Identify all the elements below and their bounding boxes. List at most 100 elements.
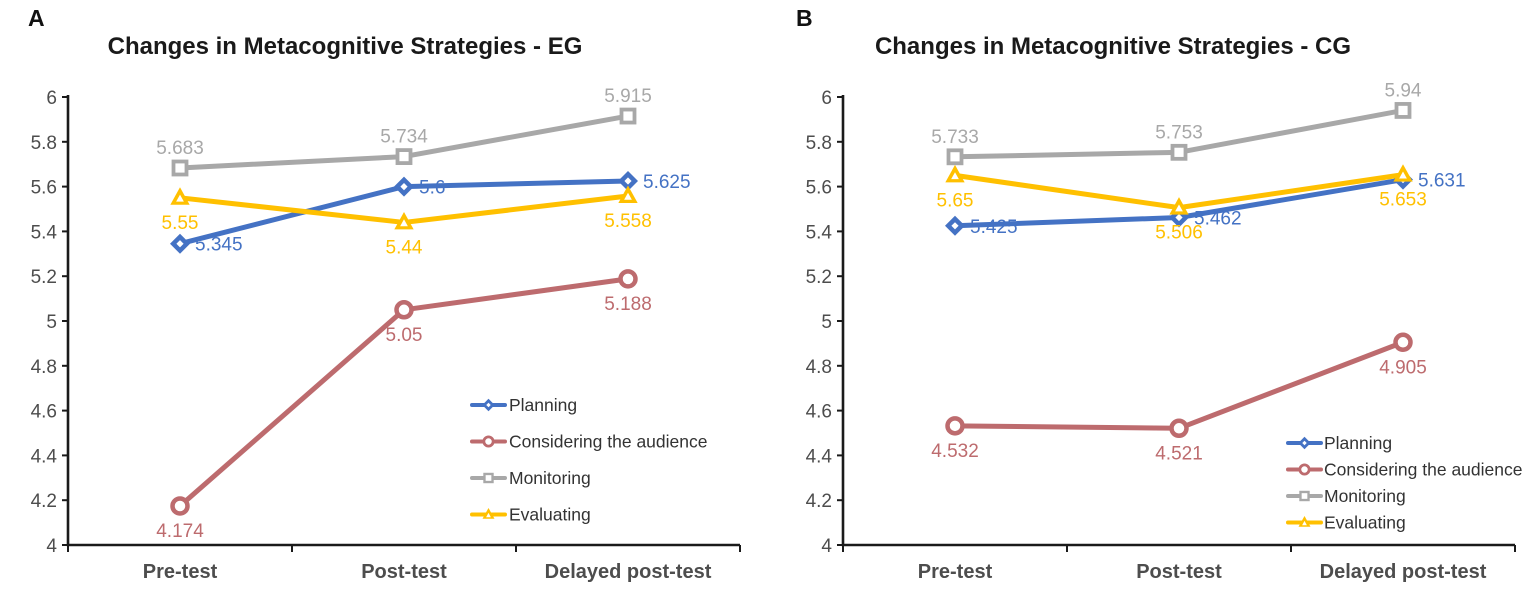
triangle-marker-center <box>1175 204 1183 212</box>
x-category-label: Post-test <box>1136 561 1222 583</box>
diamond-marker-center <box>486 402 491 408</box>
data-label: 5.345 <box>195 235 243 256</box>
circle-marker <box>170 496 190 516</box>
circle-marker <box>618 269 638 289</box>
data-label: 5.6 <box>419 178 445 199</box>
data-label: 5.188 <box>604 294 652 315</box>
square-marker <box>619 107 637 125</box>
y-tick-label: 4.4 <box>806 446 833 467</box>
square-marker <box>1170 143 1188 161</box>
data-label: 5.44 <box>386 237 423 258</box>
square-marker <box>946 148 964 166</box>
legend-label: Considering the audience <box>1324 460 1522 480</box>
chart-title-cg: Changes in Metacognitive Strategies - CG <box>874 33 1352 60</box>
data-label: 5.734 <box>380 127 428 148</box>
data-label: 5.915 <box>604 86 652 107</box>
y-tick-label: 5 <box>46 312 57 333</box>
data-labels: 5.425 5.462 5.631 4.532 4.521 4.905 5.733 5.753… <box>931 80 1465 464</box>
data-label: 5.55 <box>162 213 199 234</box>
chart-title-eg: Changes in Metacognitive Strategies - EG <box>107 33 583 60</box>
series-evaluating <box>945 164 1413 215</box>
data-label: 4.532 <box>931 441 979 462</box>
series-monitoring <box>171 107 637 177</box>
diamond-marker-center <box>1302 440 1307 446</box>
triangle-marker-center <box>1399 171 1407 179</box>
circle-marker <box>1393 332 1413 353</box>
x-category-label: Delayed post-test <box>545 561 712 583</box>
diamond-marker-center <box>400 183 408 191</box>
y-tick-label: 4.2 <box>806 491 832 512</box>
data-label: 5.653 <box>1379 190 1427 211</box>
square-marker <box>1299 490 1310 502</box>
y-tick-label: 4 <box>46 536 57 557</box>
y-tick-label: 5.2 <box>806 267 832 288</box>
diamond-marker-center <box>624 177 632 185</box>
y-tick-label: 5.2 <box>31 267 57 288</box>
legend-label: Planning <box>509 395 577 415</box>
legend: Planning Considering the audience Monitori… <box>1286 433 1522 533</box>
y-tick-label: 5 <box>821 312 832 333</box>
legend-entry-planning: Planning <box>470 395 577 415</box>
square-marker <box>395 148 413 165</box>
series-considering-the-audience <box>170 269 638 516</box>
legend-entry-monitoring: Monitoring <box>1286 486 1406 506</box>
y-tick-label: 4.6 <box>806 402 832 423</box>
data-label: 4.174 <box>156 521 204 542</box>
triangle-marker-center <box>624 192 632 200</box>
circle-marker <box>394 300 414 320</box>
triangle-marker-center <box>486 512 491 518</box>
y-tick-label: 4.8 <box>31 357 57 378</box>
circle-marker <box>1298 463 1311 476</box>
series-considering-the-audience <box>945 332 1413 439</box>
legend-entry-evaluating: Evaluating <box>470 505 591 525</box>
legend: Planning Considering the audience Monitori… <box>470 395 707 525</box>
data-label: 5.94 <box>1385 80 1422 101</box>
diamond-marker-center <box>951 222 959 230</box>
y-tick-label: 5.8 <box>31 133 57 154</box>
x-category-label: Delayed post-test <box>1320 561 1487 583</box>
data-label: 5.625 <box>643 172 691 193</box>
data-label: 5.462 <box>1194 209 1242 230</box>
data-label: 5.683 <box>156 138 204 159</box>
legend-entry-planning: Planning <box>1286 433 1392 453</box>
x-category-label: Pre-test <box>918 561 993 583</box>
y-tick-label: 5.6 <box>806 178 832 199</box>
axes: 4 4.2 4.4 4.6 4.8 5 5.2 5.4 5.6 5.8 6 Pre-test Post-… <box>31 88 741 583</box>
y-tick-label: 4.2 <box>31 491 57 512</box>
panel-b-letter: B <box>796 5 813 31</box>
y-tick-label: 4.8 <box>806 357 832 378</box>
data-label: 5.753 <box>1155 122 1203 143</box>
axes: 4 4.2 4.4 4.6 4.8 5 5.2 5.4 5.6 5.8 6 Pre-test Post-… <box>806 88 1516 583</box>
panel-a-letter: A <box>28 5 45 31</box>
series-line <box>952 339 1406 431</box>
legend-label: Monitoring <box>509 468 591 488</box>
data-label: 5.05 <box>386 325 423 346</box>
y-tick-label: 5.6 <box>31 178 57 199</box>
triangle-marker-center <box>176 194 184 202</box>
square-marker <box>1394 102 1412 119</box>
diamond-marker-center <box>176 240 184 248</box>
legend-label: Planning <box>1324 433 1392 453</box>
y-tick-label: 5.4 <box>806 222 833 243</box>
legend-label: Considering the audience <box>509 432 707 452</box>
legend-entry-considering-the-audience: Considering the audience <box>470 432 707 452</box>
square-marker <box>171 159 189 177</box>
data-label: 5.558 <box>604 211 652 232</box>
data-label: 5.631 <box>1418 171 1466 192</box>
y-tick-label: 4 <box>821 536 832 557</box>
legend-entry-evaluating: Evaluating <box>1286 513 1406 533</box>
square-marker <box>483 472 494 484</box>
legend-label: Evaluating <box>509 505 591 525</box>
y-tick-label: 5.8 <box>806 133 832 154</box>
circle-marker <box>1169 418 1189 439</box>
y-tick-label: 4.4 <box>31 446 58 467</box>
panel-a: A Changes in Metacognitive Strategies - … <box>0 0 767 591</box>
data-label: 4.905 <box>1379 357 1427 378</box>
y-tick-label: 6 <box>46 88 57 109</box>
y-tick-label: 6 <box>821 88 832 109</box>
legend-label: Monitoring <box>1324 486 1406 506</box>
x-category-label: Pre-test <box>143 561 218 583</box>
series-planning <box>170 171 638 254</box>
triangle-marker-center <box>951 172 959 180</box>
